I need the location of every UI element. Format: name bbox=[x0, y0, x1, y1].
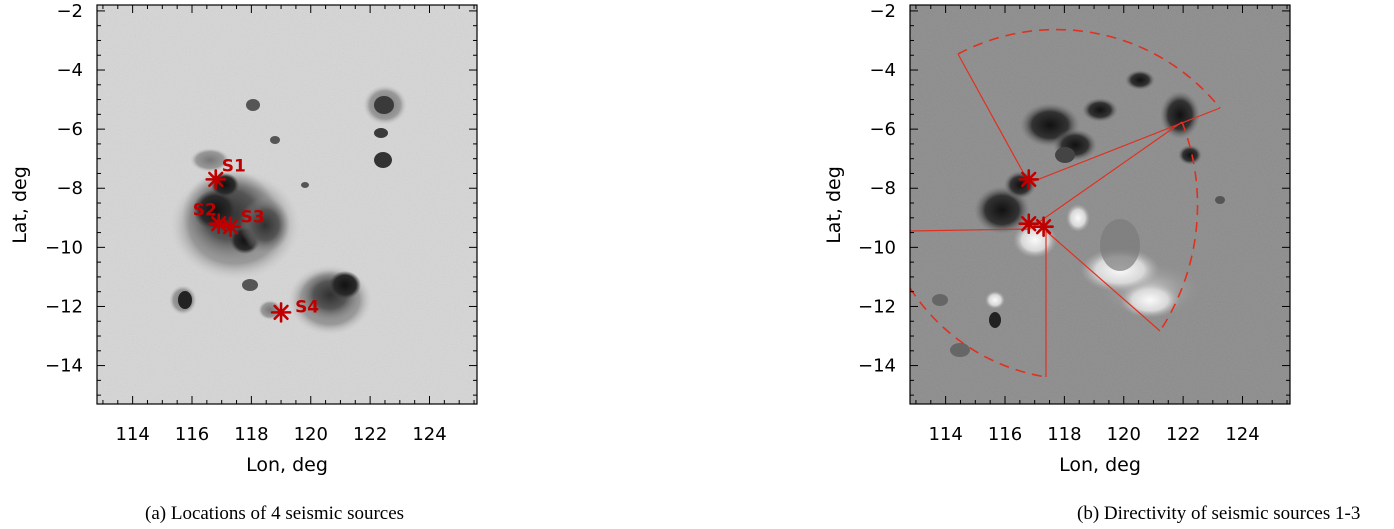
x-tick-label: 118 bbox=[234, 424, 268, 445]
x-tick-label: 122 bbox=[353, 424, 387, 445]
source-marker bbox=[1018, 213, 1040, 235]
y-axis-label: Lat, deg bbox=[9, 166, 31, 244]
x-tick-label: 124 bbox=[412, 424, 446, 445]
axis-ticks bbox=[97, 5, 477, 404]
intensity-image bbox=[97, 5, 477, 404]
y-axis-label: Lat, deg bbox=[823, 166, 845, 244]
y-tick-label: −12 bbox=[45, 296, 83, 317]
x-axis-label: Lon, deg bbox=[1059, 454, 1141, 476]
source-label: S3 bbox=[241, 208, 265, 228]
seismic-sources: S1 S2 S3 S4 bbox=[193, 156, 319, 323]
plot-frame bbox=[96, 4, 478, 405]
figure-a-panel: 114 116 118 120 122 124 −2 −4 −6 −8 −10 −12 −14 Lon… bbox=[0, 0, 500, 524]
source-marker bbox=[1018, 169, 1040, 190]
x-tick-label: 122 bbox=[1166, 424, 1200, 445]
y-tick-label: −6 bbox=[869, 119, 896, 140]
y-tick-label: −2 bbox=[869, 1, 896, 22]
y-tick-label: −6 bbox=[56, 119, 83, 140]
plot-frame bbox=[909, 4, 1291, 405]
x-tick-label: 120 bbox=[294, 424, 328, 445]
y-tick-label: −14 bbox=[858, 356, 896, 377]
y-tick-label: −14 bbox=[45, 356, 83, 377]
caption-b: (b) Directivity of seismic sources 1-3 bbox=[1077, 503, 1361, 524]
y-tick-labels: −2 −4 −6 −8 −10 −12 −14 bbox=[45, 1, 83, 377]
x-tick-label: 120 bbox=[1107, 424, 1141, 445]
figure-b-panel: 114 116 118 120 122 124 −2 −4 −6 −8 −10 −12 −14 Lon… bbox=[820, 0, 1394, 524]
y-tick-label: −4 bbox=[869, 60, 896, 81]
x-tick-labels: 114 116 118 120 122 124 bbox=[928, 424, 1259, 445]
seismic-sources bbox=[1018, 169, 1054, 237]
figure-a-plot: 114 116 118 120 122 124 −2 −4 −6 −8 −10 −12 −14 Lon… bbox=[9, 1, 478, 476]
x-tick-label: 118 bbox=[1047, 424, 1081, 445]
x-tick-label: 114 bbox=[115, 424, 149, 445]
source-marker bbox=[220, 216, 241, 237]
y-tick-label: −8 bbox=[869, 178, 896, 199]
y-tick-label: −2 bbox=[56, 1, 83, 22]
x-tick-label: 116 bbox=[988, 424, 1022, 445]
x-tick-label: 116 bbox=[175, 424, 209, 445]
source-label: S4 bbox=[295, 297, 319, 317]
magnetogram-image bbox=[910, 5, 1290, 404]
y-tick-label: −4 bbox=[56, 60, 83, 81]
x-tick-label: 124 bbox=[1225, 424, 1259, 445]
figure-b-plot: 114 116 118 120 122 124 −2 −4 −6 −8 −10 −12 −14 Lon… bbox=[823, 1, 1291, 476]
source-label: S2 bbox=[193, 201, 217, 221]
y-tick-label: −10 bbox=[45, 237, 83, 258]
caption-a: (a) Locations of 4 seismic sources bbox=[145, 503, 405, 524]
axis-ticks bbox=[910, 5, 1290, 404]
x-tick-label: 114 bbox=[928, 424, 962, 445]
source-marker bbox=[205, 169, 227, 190]
x-axis-label: Lon, deg bbox=[246, 454, 328, 476]
y-tick-labels: −2 −4 −6 −8 −10 −12 −14 bbox=[858, 1, 896, 377]
y-tick-label: −12 bbox=[858, 296, 896, 317]
y-tick-label: −8 bbox=[56, 178, 83, 199]
y-tick-label: −10 bbox=[858, 237, 896, 258]
x-tick-labels: 114 116 118 120 122 124 bbox=[115, 424, 446, 445]
source-marker bbox=[270, 302, 292, 323]
source-marker bbox=[1033, 216, 1054, 237]
source-label: S1 bbox=[222, 156, 246, 176]
